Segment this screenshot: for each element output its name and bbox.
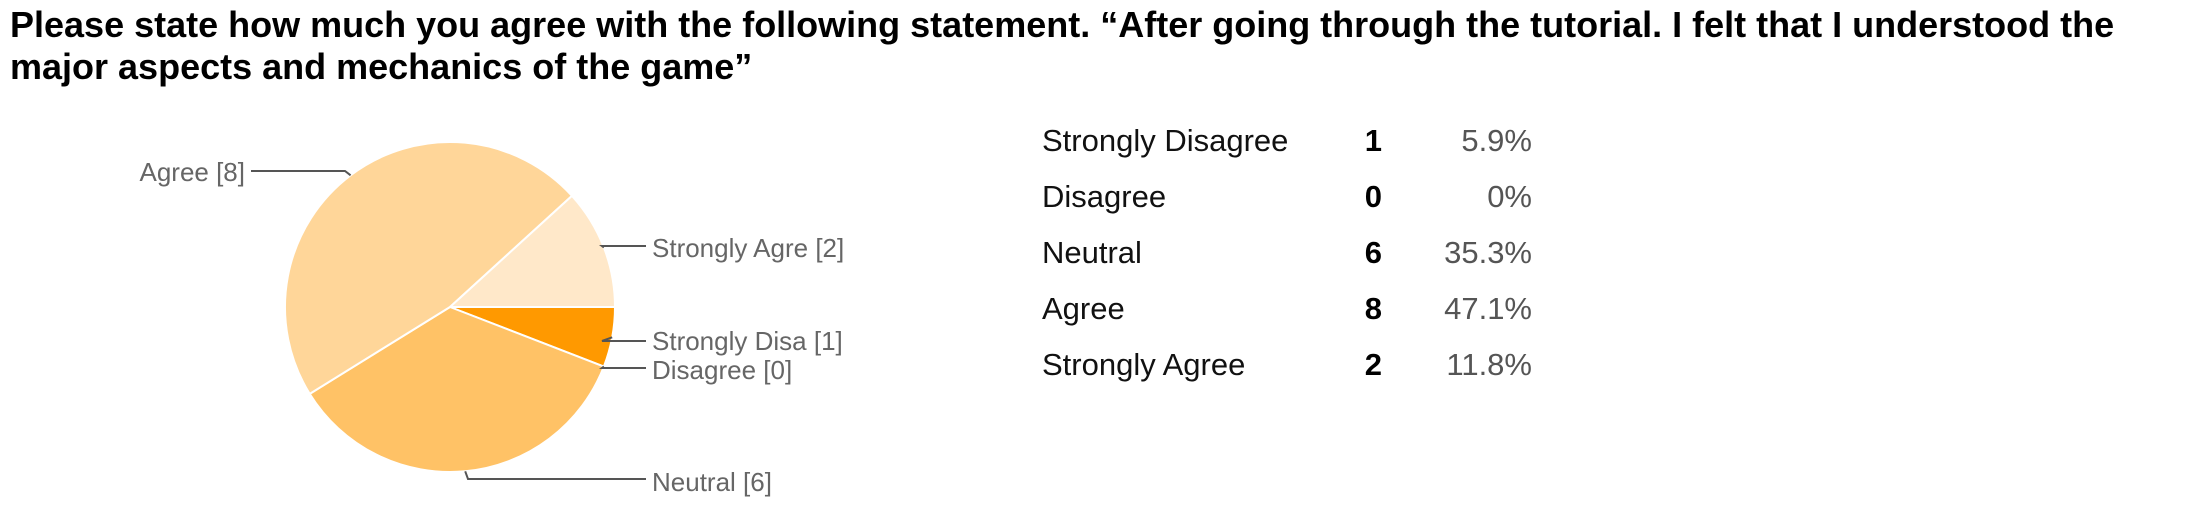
summary-row-percent: 11.8% — [1446, 347, 1532, 382]
summary-row-count: 2 — [1364, 347, 1382, 382]
summary-row-label: Agree — [1042, 291, 1125, 326]
summary-row-percent: 47.1% — [1444, 291, 1532, 326]
summary-table: Strongly Disagree 1 5.9% Disagree 0 0% N… — [1042, 113, 1532, 393]
pie-slice-label: Strongly Disa [1] — [652, 326, 843, 356]
summary-row-count: 1 — [1364, 123, 1382, 158]
summary-row: Agree 8 47.1% — [1042, 281, 1532, 337]
pie-slice-label: Disagree [0] — [652, 355, 792, 385]
pie-slice-label: Agree [8] — [139, 157, 245, 187]
pie-leader-line — [598, 365, 646, 369]
summary-row: Disagree 0 0% — [1042, 169, 1532, 225]
pie-leader-line — [464, 470, 646, 480]
question-title: Please state how much you agree with the… — [10, 4, 2115, 87]
pie-slice — [308, 305, 606, 474]
summary-row-percent: 35.3% — [1444, 235, 1532, 270]
summary-row-count: 6 — [1364, 235, 1382, 270]
pie-leader-line — [601, 336, 646, 342]
pie-slice-label: Strongly Agre [2] — [652, 233, 844, 263]
summary-row-label: Strongly Disagree — [1042, 123, 1289, 158]
pie-leader-line — [251, 170, 352, 177]
pie-chart: Strongly Disa [1]Disagree [0] Neutral [6]… — [139, 140, 844, 497]
summary-row-label: Neutral — [1042, 235, 1142, 270]
summary-row-percent: 5.9% — [1461, 123, 1532, 158]
summary-row-label: Disagree — [1042, 179, 1167, 214]
summary-row-count: 8 — [1364, 291, 1382, 326]
summary-row-count: 0 — [1364, 179, 1382, 214]
summary-row: Strongly Disagree 1 5.9% — [1042, 113, 1532, 169]
summary-row-percent: 0% — [1487, 179, 1532, 214]
pie-slice-label: Neutral [6] — [652, 467, 772, 497]
pie-slices — [284, 140, 617, 474]
pie-labels: Strongly Disa [1]Disagree [0] Neutral [6]… — [139, 157, 844, 497]
pie-leader-line — [598, 245, 646, 249]
summary-row: Strongly Agree 2 11.8% — [1042, 337, 1532, 393]
summary-row-label: Strongly Agree — [1042, 347, 1246, 382]
summary-row: Neutral 6 35.3% — [1042, 225, 1532, 281]
